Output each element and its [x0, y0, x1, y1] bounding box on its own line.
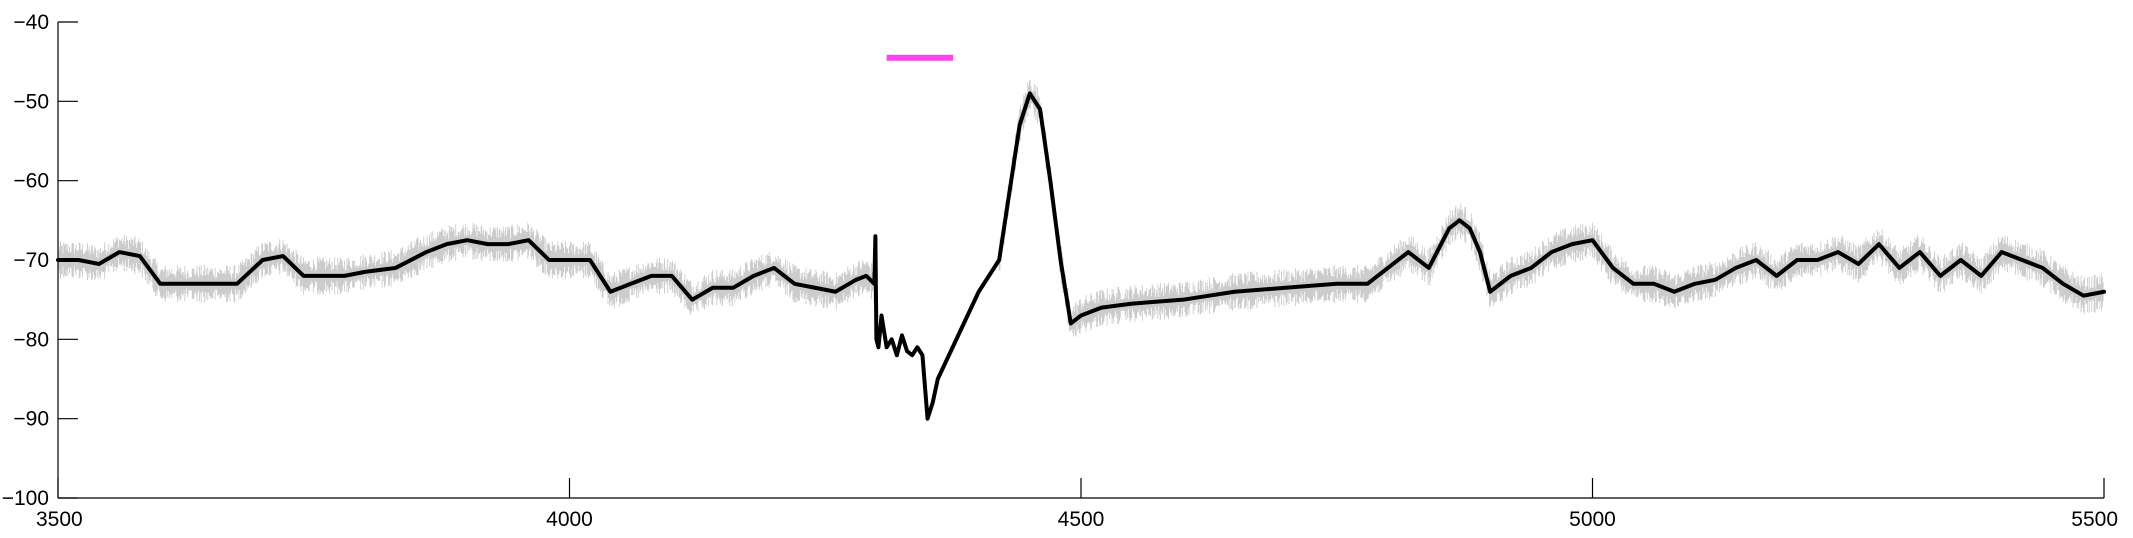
x-tick-label: 5500: [2071, 508, 2118, 531]
x-tick-label: 4000: [546, 508, 593, 531]
x-tick-label: 4500: [1058, 508, 1105, 531]
series-layer: [56, 91, 2106, 421]
noise-band-layer: [57, 79, 2104, 420]
y-tick-label: −90: [13, 408, 49, 431]
x-tick-label: 5000: [1569, 508, 1616, 531]
mean-trace: [56, 91, 2106, 421]
y-tick-label: −60: [13, 170, 49, 193]
noise-band: [57, 79, 2104, 420]
y-tick-label: −70: [13, 249, 49, 272]
y-tick-label: −40: [13, 11, 49, 34]
x-tick-label: 3500: [36, 508, 83, 531]
y-tick-label: −80: [13, 328, 49, 351]
y-tick-label: −50: [13, 90, 49, 113]
y-tick-label: −100: [2, 487, 49, 510]
